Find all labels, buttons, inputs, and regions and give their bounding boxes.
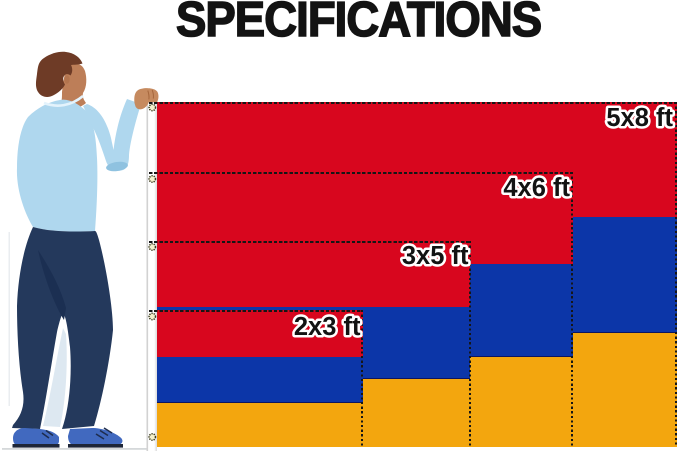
svg-text:5x8 ft: 5x8 ft	[606, 104, 673, 132]
svg-text:3x5 ft: 3x5 ft	[402, 242, 469, 270]
svg-text:4x6 ft: 4x6 ft	[503, 174, 570, 202]
svg-text:2x3 ft: 2x3 ft	[294, 313, 361, 341]
